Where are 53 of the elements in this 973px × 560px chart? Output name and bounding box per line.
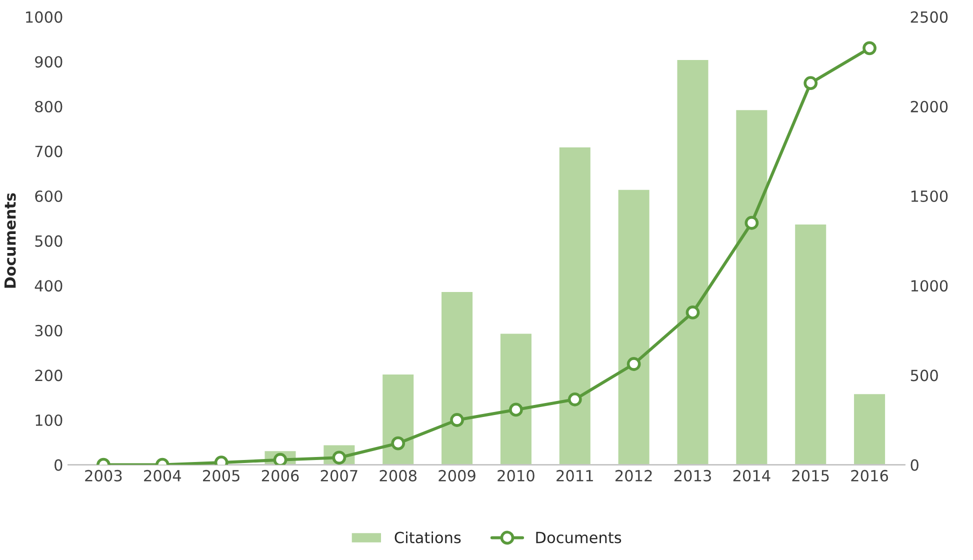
legend-label: Citations bbox=[394, 531, 461, 544]
bar bbox=[381, 373, 416, 465]
x-tick-label: 2004 bbox=[144, 470, 181, 482]
y-tick-label: 100 bbox=[36, 414, 62, 426]
y-axis-title: Documents bbox=[4, 193, 16, 288]
point bbox=[509, 402, 523, 417]
point bbox=[568, 392, 582, 406]
y-tick-label: 700 bbox=[35, 146, 62, 158]
y2-tick-label: 1000 bbox=[911, 280, 948, 292]
y2-tick-label: 1500 bbox=[911, 190, 948, 202]
point bbox=[273, 452, 288, 465]
point bbox=[626, 357, 641, 371]
x-tick-label: 2016 bbox=[851, 470, 888, 482]
point bbox=[686, 306, 700, 320]
point bbox=[804, 76, 818, 90]
bar bbox=[616, 188, 651, 465]
y-tick-label: 200 bbox=[35, 370, 62, 382]
bar bbox=[676, 58, 710, 465]
y-tick-label: 500 bbox=[35, 235, 62, 247]
x-tick-label: 2015 bbox=[792, 470, 829, 482]
y2-tick-label: 0 bbox=[910, 459, 918, 471]
x-tick-label: 2014 bbox=[733, 470, 770, 482]
y2-tick-label: 500 bbox=[910, 370, 938, 382]
bar bbox=[440, 290, 474, 465]
x-tick-label: 2011 bbox=[556, 470, 593, 482]
bar bbox=[499, 332, 533, 465]
y2-tick-label: 2000 bbox=[910, 100, 948, 112]
y-tick-label: 600 bbox=[35, 190, 62, 202]
y-tick-label: 900 bbox=[35, 56, 62, 68]
y-tick-label: 0 bbox=[54, 459, 62, 471]
x-tick-label: 2003 bbox=[85, 470, 122, 482]
y-tick-label: 400 bbox=[34, 280, 62, 292]
bar bbox=[558, 146, 592, 465]
x-tick-label: 2013 bbox=[674, 470, 711, 482]
x-tick-label: 2006 bbox=[262, 470, 299, 482]
x-tick-label: 2008 bbox=[380, 470, 416, 482]
point bbox=[450, 413, 464, 427]
x-tick-label: 2012 bbox=[616, 470, 652, 482]
point bbox=[391, 436, 406, 450]
bar bbox=[734, 108, 769, 465]
bar bbox=[794, 223, 828, 465]
x-tick-label: 2007 bbox=[320, 470, 358, 482]
y-tick-label: 1000 bbox=[26, 11, 62, 23]
x-tick-label: 2009 bbox=[438, 470, 476, 482]
x-tick-label: 2010 bbox=[498, 470, 534, 482]
bar bbox=[852, 392, 886, 465]
y-tick-label: 300 bbox=[35, 324, 62, 336]
y-tick-label: 800 bbox=[35, 100, 62, 112]
legend-label: Documents bbox=[536, 532, 622, 544]
y2-tick-label: 2500 bbox=[910, 11, 948, 23]
x-tick-label: 2005 bbox=[203, 470, 240, 482]
point bbox=[862, 41, 876, 56]
point bbox=[744, 216, 759, 230]
